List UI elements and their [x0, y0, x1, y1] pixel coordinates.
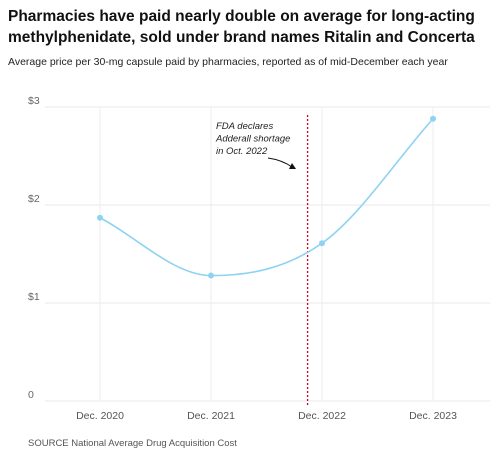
x-tick-label: Dec. 2020	[76, 410, 124, 422]
chart-subtitle: Average price per 30-mg capsule paid by …	[8, 56, 448, 68]
source-note: SOURCE National Average Drug Acquisition…	[28, 438, 237, 449]
y-tick-label: $1	[28, 291, 40, 303]
gridlines	[45, 106, 490, 402]
annotation-text-line: Adderall shortage	[215, 134, 290, 145]
annotation-text-line: in Oct. 2022	[216, 146, 268, 157]
y-axis-ticks: 0 $1 $2 $3	[28, 95, 40, 401]
x-tick-label: Dec. 2023	[409, 410, 457, 422]
annotation-arrow-shaft	[267, 157, 293, 168]
series-line	[99, 118, 434, 277]
data-point-2	[319, 240, 325, 247]
data-point-0	[97, 214, 103, 221]
x-tick-label: Dec. 2021	[187, 410, 235, 422]
annotation-arrow-head	[289, 163, 296, 169]
y-tick-label: 0	[28, 389, 34, 401]
data-point-1	[208, 272, 214, 279]
annotation-text-line: FDA declares	[216, 121, 273, 132]
x-axis-ticks: Dec. 2020 Dec. 2021 Dec. 2022 Dec. 2023	[76, 410, 457, 422]
x-tick-label: Dec. 2022	[298, 410, 346, 422]
data-points	[97, 115, 436, 279]
series-line-group	[99, 118, 434, 277]
chart-title: Pharmacies have paid nearly double on av…	[8, 8, 475, 46]
y-tick-label: $2	[28, 193, 40, 205]
y-tick-label: $3	[28, 95, 40, 107]
data-point-3	[430, 115, 436, 122]
